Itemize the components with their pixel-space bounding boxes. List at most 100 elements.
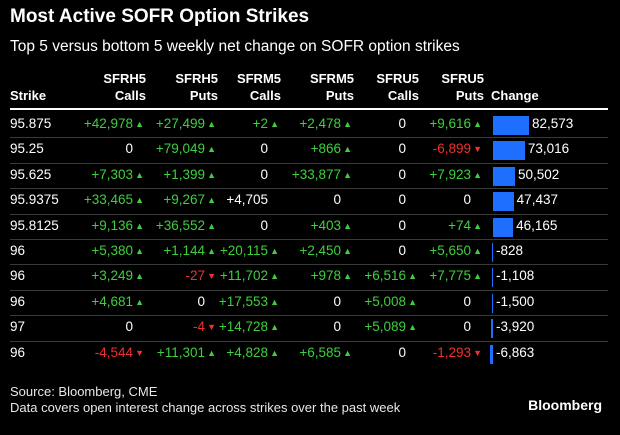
- value-text: +866: [310, 141, 341, 157]
- value-text: +7,775: [429, 268, 471, 284]
- table-row: 96 +4,681 ▲ 0 +17,553 ▲ 0 +5,008 ▲ 0: [10, 291, 608, 317]
- value-text: +2,478: [299, 116, 341, 131]
- value-text: 0: [398, 116, 406, 131]
- value-cell: +2,478 ▲: [299, 116, 352, 131]
- header-c1-type: Calls: [114, 88, 146, 103]
- value-cell: +5,380 ▲: [91, 243, 144, 258]
- value-text: 0: [125, 141, 133, 157]
- up-arrow-icon: ▲: [343, 271, 352, 282]
- value-cell: +866 ▲: [311, 141, 352, 156]
- value-cell: 0: [398, 192, 417, 207]
- up-arrow-icon: ▲: [207, 195, 216, 206]
- up-arrow-icon: ▲: [135, 119, 144, 129]
- change-bar: [493, 116, 529, 135]
- value-cell: +74 ▲: [448, 218, 482, 233]
- strike-cell: 95.9375: [10, 192, 59, 208]
- value-cell: +978 ▲: [311, 268, 352, 283]
- row-separator: [10, 315, 608, 317]
- strike-cell: 97: [10, 319, 26, 335]
- value-text: +4,705: [226, 192, 268, 208]
- value-cell: +33,465 ▲: [84, 192, 144, 207]
- up-arrow-icon: ▲: [207, 119, 216, 129]
- value-text: +27,499: [155, 116, 205, 131]
- value-cell: +36,552 ▲: [156, 218, 216, 233]
- change-label: -1,108: [496, 268, 535, 284]
- value-text: 0: [125, 319, 133, 335]
- value-cell: -1,293 ▼: [433, 345, 482, 360]
- value-text: +978: [310, 268, 341, 284]
- source-line: Source: Bloomberg, CME: [10, 384, 158, 399]
- change-bar: [491, 268, 493, 288]
- up-arrow-icon: ▲: [135, 271, 144, 282]
- down-arrow-icon: ▼: [207, 271, 216, 282]
- value-text: 0: [333, 293, 341, 309]
- value-text: +5,008: [364, 293, 406, 309]
- row-separator: [10, 239, 608, 240]
- value-text: +9,267: [163, 192, 205, 208]
- change-label: -828: [496, 243, 524, 258]
- up-arrow-icon: ▲: [135, 169, 144, 180]
- chart-subtitle: Top 5 versus bottom 5 weekly net change …: [10, 38, 460, 55]
- change-bar: [493, 141, 525, 161]
- header-c3-contract: SFRM5: [236, 71, 281, 86]
- value-text: +6,516: [364, 268, 406, 284]
- up-arrow-icon: ▲: [270, 322, 279, 333]
- value-text: 0: [463, 319, 471, 335]
- table-row: 95.9375 +33,465 ▲ +9,267 ▲ +4,705 0 0 0: [10, 189, 608, 215]
- up-arrow-icon: ▲: [408, 296, 417, 307]
- strike-cell: 96: [10, 293, 26, 309]
- value-text: +4,828: [226, 344, 268, 360]
- strike-cell: 95.8125: [10, 217, 59, 233]
- value-text: 0: [197, 293, 205, 309]
- value-cell: +14,728 ▲: [219, 319, 279, 334]
- value-cell: +6,516 ▲: [364, 268, 417, 283]
- source-note: Source: Bloomberg, CME Data covers open …: [10, 384, 400, 416]
- value-cell: 0: [398, 116, 417, 131]
- change-label: 73,016: [527, 141, 570, 157]
- value-text: +17,553: [218, 293, 268, 309]
- value-cell: 0: [260, 141, 279, 156]
- value-cell: +7,775 ▲: [429, 268, 482, 283]
- up-arrow-icon: ▲: [473, 169, 482, 180]
- value-cell: +9,616 ▲: [429, 116, 482, 131]
- up-arrow-icon: ▲: [270, 271, 279, 282]
- change-label: -3,920: [496, 319, 535, 335]
- change-label: 47,437: [516, 192, 558, 208]
- up-arrow-icon: ▲: [343, 347, 352, 358]
- value-cell: +1,144 ▲: [163, 243, 216, 258]
- value-cell: 0: [197, 294, 216, 309]
- value-text: 0: [333, 319, 341, 335]
- data-note-line: Data covers open interest change across …: [10, 400, 401, 415]
- header-divider: [10, 108, 608, 110]
- value-cell: -4,544 ▼: [95, 345, 144, 360]
- value-text: +20,115: [219, 243, 268, 258]
- value-text: +5,380: [91, 243, 133, 258]
- change-bar: [493, 192, 514, 212]
- change-bar: [491, 293, 493, 313]
- up-arrow-icon: ▲: [207, 169, 216, 180]
- value-text: 0: [260, 166, 268, 182]
- row-separator: [10, 264, 608, 266]
- up-arrow-icon: ▲: [270, 246, 279, 256]
- value-text: +33,465: [83, 192, 133, 208]
- down-arrow-icon: ▼: [207, 322, 216, 333]
- value-text: +11,301: [156, 344, 205, 360]
- value-text: -1,293: [432, 344, 471, 360]
- value-cell: 0: [463, 294, 482, 309]
- value-cell: +9,136 ▲: [91, 218, 144, 233]
- value-text: +7,303: [91, 166, 133, 182]
- change-bar: [491, 243, 493, 262]
- value-cell: +4,705: [226, 192, 279, 207]
- value-text: -4: [192, 319, 205, 335]
- up-arrow-icon: ▲: [473, 246, 482, 256]
- value-cell: +17,553 ▲: [219, 294, 279, 309]
- value-cell: -27 ▼: [185, 268, 216, 283]
- value-cell: 0: [333, 319, 352, 334]
- up-arrow-icon: ▲: [207, 144, 216, 155]
- table-row: 96 +3,249 ▲ -27 ▼ +11,702 ▲ +978 ▲ +6,516 ▲ +7,775 ▲: [10, 265, 608, 291]
- value-cell: +7,303 ▲: [91, 167, 144, 182]
- header-c5-type: Calls: [387, 88, 419, 103]
- table-row: 95.8125 +9,136 ▲ +36,552 ▲ 0 +403 ▲ 0 +74 ▲: [10, 215, 608, 241]
- value-text: -27: [185, 268, 205, 284]
- header-c4-contract: SFRM5: [309, 71, 354, 86]
